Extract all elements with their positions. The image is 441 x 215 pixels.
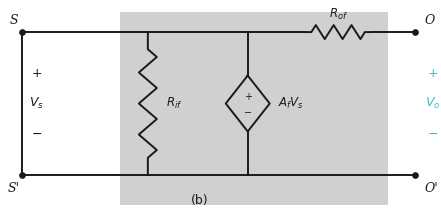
Text: $R_{if}$: $R_{if}$	[166, 96, 182, 111]
Text: O: O	[425, 14, 435, 27]
Text: $V_o$: $V_o$	[425, 96, 440, 111]
Text: $A_f V_s$: $A_f V_s$	[278, 96, 304, 111]
Text: (b): (b)	[191, 194, 209, 207]
Text: +: +	[32, 67, 42, 80]
Text: S': S'	[8, 182, 20, 195]
Text: +: +	[244, 92, 252, 101]
Text: +: +	[427, 67, 438, 80]
Text: $-$: $-$	[243, 106, 252, 117]
Text: $R_{of}$: $R_{of}$	[329, 6, 348, 22]
Text: S: S	[10, 14, 18, 27]
Text: O': O'	[425, 182, 438, 195]
Text: $-$: $-$	[31, 127, 42, 140]
Text: $V_s$: $V_s$	[30, 96, 45, 111]
Bar	[120, 12, 388, 205]
Text: $-$: $-$	[427, 127, 438, 140]
